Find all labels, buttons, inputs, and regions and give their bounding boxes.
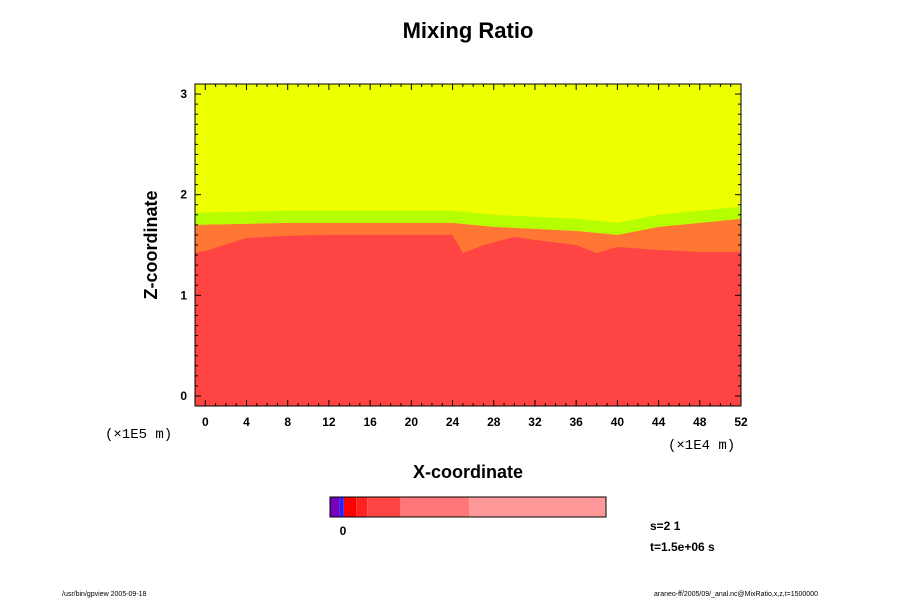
highlight-band — [195, 206, 741, 235]
x-tick-label: 4 — [243, 415, 250, 429]
x-tick-label: 40 — [611, 415, 625, 429]
y-tick-label: 1 — [180, 288, 187, 302]
footer-right: araneo-ff/2005/09/_anal.nc@MixRatio,x,z,… — [654, 591, 818, 598]
x-axis-ticks: 0 4 8 12 16 20 24 28 32 36 40 44 48 52 — [194, 84, 748, 429]
info-line-time: t=1.5e+06 s — [650, 540, 715, 554]
y-tick-label: 3 — [180, 87, 187, 101]
colorbar — [330, 497, 606, 517]
x-tick-label: 52 — [734, 415, 748, 429]
x-tick-label: 0 — [202, 415, 209, 429]
colorbar-frame — [329, 496, 607, 518]
x-tick-label: 28 — [487, 415, 501, 429]
colorbar-segment — [339, 497, 344, 517]
x-tick-label: 16 — [363, 415, 377, 429]
footer-left: /usr/bin/gpview 2005-09-18 — [62, 591, 147, 598]
colorbar-segment — [367, 497, 401, 517]
lower-field — [195, 234, 741, 406]
x-tick-label: 36 — [569, 415, 583, 429]
y-axis-ticks: 0 1 2 3 — [180, 83, 741, 407]
colorbar-segment — [343, 497, 357, 517]
x-tick-label: 48 — [693, 415, 707, 429]
colorbar-segment — [330, 497, 340, 517]
x-tick-label: 32 — [528, 415, 542, 429]
x-axis-label: X-coordinate — [413, 462, 523, 482]
chart-title: Mixing Ratio — [403, 18, 534, 43]
y-tick-label: 2 — [180, 188, 187, 202]
x-tick-label: 8 — [284, 415, 291, 429]
colorbar-segment — [356, 497, 368, 517]
colorbar-segment — [400, 497, 470, 517]
x-tick-label: 24 — [446, 415, 460, 429]
y-axis-unit: (×1E5 m) — [105, 427, 172, 443]
info-line-step: s=2 1 — [650, 519, 681, 533]
colorbar-tick-label: 0 — [340, 524, 347, 538]
x-axis-unit: (×1E4 m) — [668, 438, 735, 454]
x-tick-label: 44 — [652, 415, 666, 429]
x-tick-label: 20 — [405, 415, 419, 429]
y-axis-label: Z-coordinate — [141, 190, 161, 299]
x-tick-label: 12 — [322, 415, 336, 429]
y-tick-label: 0 — [180, 389, 187, 403]
colorbar-segment — [469, 497, 606, 517]
